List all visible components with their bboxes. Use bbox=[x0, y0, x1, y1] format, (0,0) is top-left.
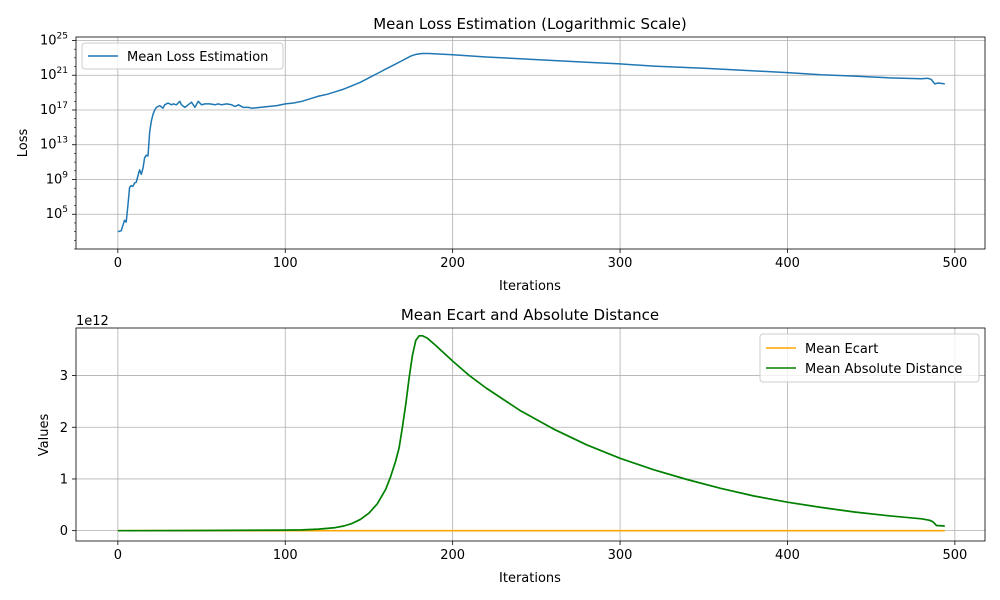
loss-legend-label: Mean Loss Estimation bbox=[127, 50, 268, 65]
loss-x-tick-label: 100 bbox=[273, 256, 298, 271]
distance-y-tick-label: 1 bbox=[60, 472, 68, 487]
loss-chart-ticks: 0 100 200 300 400 500 105 109 1013 1017 1021 1025 bbox=[40, 31, 967, 271]
distance-y-tick-label: 2 bbox=[60, 421, 68, 436]
mean-absolute-distance-legend-label: Mean Absolute Distance bbox=[805, 362, 962, 377]
distance-x-tick-label: 200 bbox=[440, 548, 465, 563]
distance-y-tick-label: 3 bbox=[60, 369, 68, 384]
loss-x-tick-label: 400 bbox=[775, 256, 800, 271]
loss-chart: Mean Loss Estimation (Logarithmic Scale)… bbox=[16, 15, 986, 294]
loss-x-tick-label: 300 bbox=[608, 256, 633, 271]
distance-chart-xlabel: Iterations bbox=[499, 571, 561, 586]
distance-x-tick-label: 400 bbox=[775, 548, 800, 563]
loss-y-tick-label: 1025 bbox=[40, 31, 68, 48]
distance-y-tick-label: 0 bbox=[60, 524, 68, 539]
loss-y-tick-label: 1017 bbox=[40, 101, 68, 118]
loss-y-tick-label: 1013 bbox=[40, 136, 68, 153]
distance-chart-ylabel: Values bbox=[37, 414, 52, 457]
distance-chart-offset-label: 1e12 bbox=[76, 314, 109, 329]
loss-y-tick-label: 105 bbox=[46, 205, 68, 222]
loss-chart-lines bbox=[117, 52, 945, 233]
distance-legend-box bbox=[759, 333, 980, 383]
mean-loss-estimation-line bbox=[117, 52, 945, 233]
distance-x-tick-label: 300 bbox=[608, 548, 633, 563]
distance-chart-frame bbox=[75, 327, 986, 542]
loss-y-tick-label: 109 bbox=[46, 170, 69, 187]
loss-legend-box bbox=[81, 42, 284, 70]
loss-chart-ylabel: Loss bbox=[16, 129, 31, 158]
distance-chart-lines bbox=[117, 334, 945, 532]
loss-x-tick-label: 0 bbox=[114, 256, 122, 271]
distance-x-tick-label: 500 bbox=[942, 548, 967, 563]
loss-chart-frame bbox=[75, 36, 986, 250]
distance-chart-ticks: 0 100 200 300 400 500 0 1 2 3 bbox=[60, 369, 968, 563]
loss-chart-legend: Mean Loss Estimation bbox=[81, 42, 284, 70]
loss-chart-xlabel: Iterations bbox=[499, 279, 561, 294]
mean-absolute-distance-line bbox=[117, 334, 945, 532]
mean-ecart-legend-label: Mean Ecart bbox=[805, 342, 878, 357]
distance-chart: Mean Ecart and Absolute Distance 0 100 200… bbox=[37, 306, 986, 586]
loss-x-tick-label: 200 bbox=[440, 256, 465, 271]
loss-x-tick-label: 500 bbox=[942, 256, 967, 271]
loss-chart-title: Mean Loss Estimation (Logarithmic Scale) bbox=[373, 15, 687, 33]
distance-x-tick-label: 0 bbox=[114, 548, 122, 563]
distance-chart-title: Mean Ecart and Absolute Distance bbox=[401, 306, 659, 324]
distance-x-tick-label: 100 bbox=[273, 548, 298, 563]
loss-y-tick-label: 1021 bbox=[40, 66, 68, 83]
distance-chart-legend: Mean Ecart Mean Absolute Distance bbox=[759, 333, 980, 383]
